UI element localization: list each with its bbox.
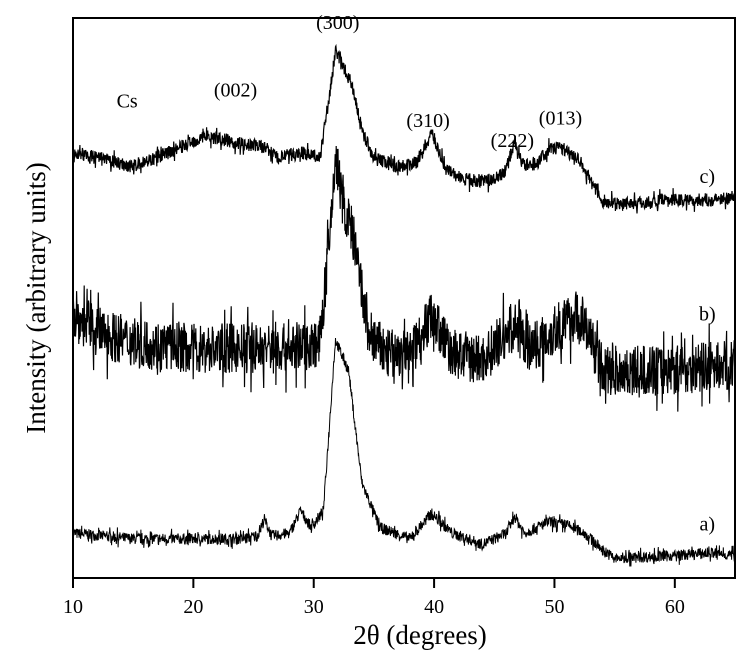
x-tick-label: 30 [304,596,324,618]
series-label: c) [700,166,716,188]
peak-annotation: (222) [491,130,534,152]
x-tick-label: 20 [183,596,203,618]
series-line-c [72,43,736,214]
x-tick-label: 10 [63,596,83,618]
peak-annotation: (310) [406,110,449,132]
peak-annotation: Cs [117,91,138,113]
y-axis-label: Intensity (arbitrary units) [21,162,51,433]
series-label: b) [699,303,716,325]
peak-annotation: (013) [539,107,582,129]
x-axis-label: 2θ (degrees) [353,620,487,650]
series-line-a [72,337,736,567]
peak-annotation: (300) [316,12,359,34]
series-line-b [72,145,736,412]
x-tick-label: 50 [544,596,564,618]
peak-annotation: (002) [214,79,257,101]
x-tick-label: 60 [665,596,685,618]
plot-frame [72,17,736,579]
series-label: a) [700,513,716,535]
x-tick-label: 40 [424,596,444,618]
